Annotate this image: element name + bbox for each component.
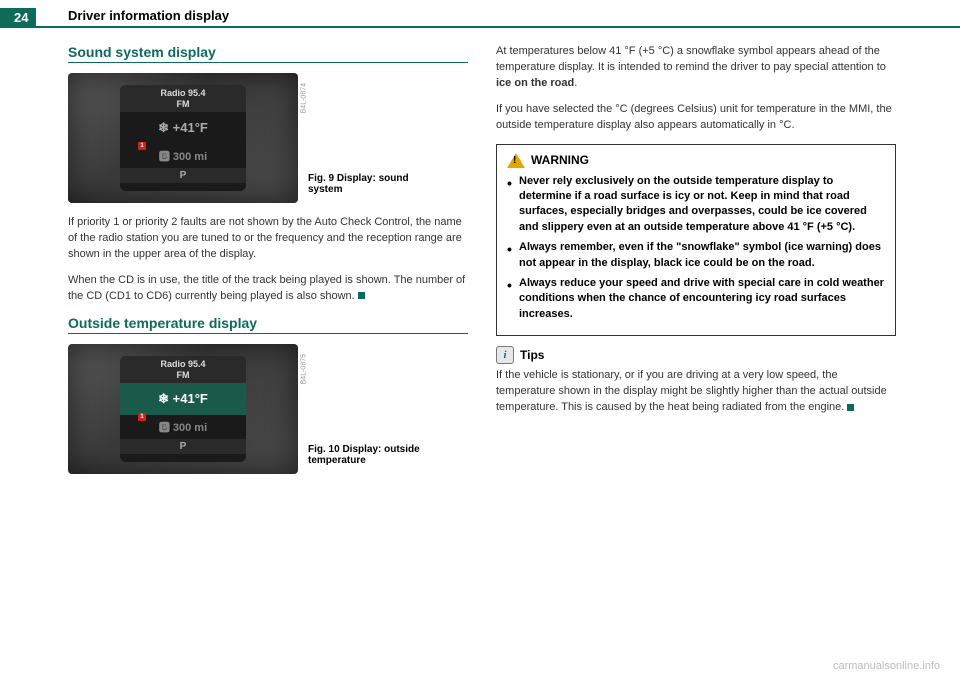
tips-text-content: If the vehicle is stationary, or if you … <box>496 369 887 413</box>
end-square-icon <box>847 404 854 411</box>
panel-radio: Radio 95.4 <box>120 356 246 370</box>
warning-item-2: Always remember, even if the "snowflake"… <box>507 240 885 271</box>
red-marker: 1 <box>138 142 146 150</box>
figure-9: Radio 95.4 FM ❄ +41°F 1 🅱 300 mi P B4L-08… <box>68 73 468 203</box>
warning-list: Never rely exclusively on the outside te… <box>507 174 885 323</box>
section-title-sound: Sound system display <box>68 44 468 60</box>
watermark: carmanualsonline.info <box>833 660 940 672</box>
panel-fm: FM <box>120 370 246 383</box>
para-temp-1: At temperatures below 41 °F (+5 °C) a sn… <box>496 44 896 92</box>
figure-10: Radio 95.4 FM ❄ +41°F 1 🅱 300 mi P B4L-08… <box>68 344 468 474</box>
warning-item-1: Never rely exclusively on the outside te… <box>507 174 885 236</box>
panel-miles: 1 🅱 300 mi <box>120 415 246 439</box>
display-image-sound: Radio 95.4 FM ❄ +41°F 1🅱 300 mi P B4L-08… <box>68 73 298 203</box>
display-panel: Radio 95.4 FM ❄ +41°F 1 🅱 300 mi P <box>120 356 246 462</box>
tips-header: i Tips <box>496 346 896 364</box>
miles-value: 🅱 300 mi <box>159 422 207 434</box>
panel-radio: Radio 95.4 <box>120 85 246 99</box>
para-sound-2: When the CD is in use, the title of the … <box>68 273 468 305</box>
image-code: B4L-0874 <box>300 83 307 113</box>
warning-box: WARNING Never rely exclusively on the ou… <box>496 144 896 337</box>
fig9-caption: Fig. 9 Display: sound system <box>308 173 438 203</box>
display-image-temp: Radio 95.4 FM ❄ +41°F 1🅱 300 mi P B4L-08… <box>68 344 298 474</box>
panel-gear: P <box>120 168 246 183</box>
warning-header: WARNING <box>507 153 885 168</box>
panel-temp-highlighted: ❄ +41°F <box>120 383 246 415</box>
right-column: At temperatures below 41 °F (+5 °C) a sn… <box>496 44 896 426</box>
para-temp-1a: At temperatures below 41 °F (+5 °C) a sn… <box>496 45 886 73</box>
warning-triangle-icon <box>507 153 525 168</box>
header-rule <box>0 26 960 28</box>
warning-item-3: Always reduce your speed and drive with … <box>507 276 885 322</box>
display-panel: Radio 95.4 FM ❄ +41°F 1 🅱 300 mi P <box>120 85 246 191</box>
section-rule <box>68 333 468 334</box>
tips-text: If the vehicle is stationary, or if you … <box>496 368 896 416</box>
section-title-temp: Outside temperature display <box>68 315 468 331</box>
left-column: Sound system display Radio 95.4 FM ❄ +41… <box>68 44 468 486</box>
tips-info-icon: i <box>496 346 514 364</box>
header-title: Driver information display <box>68 8 229 23</box>
image-code: B4L-0875 <box>300 354 307 384</box>
warning-label: WARNING <box>531 153 589 167</box>
para-temp-1-bold: ice on the road <box>496 77 574 89</box>
fig10-caption: Fig. 10 Display: outside temperature <box>308 444 438 474</box>
miles-value: 🅱 300 mi <box>159 151 207 163</box>
tips-label: Tips <box>520 348 544 362</box>
end-square-icon <box>358 292 365 299</box>
panel-gear: P <box>120 439 246 454</box>
para-temp-2: If you have selected the °C (degrees Cel… <box>496 102 896 134</box>
panel-fm: FM <box>120 99 246 112</box>
para-sound-1: If priority 1 or priority 2 faults are n… <box>68 215 468 263</box>
panel-miles: 1 🅱 300 mi <box>120 144 246 168</box>
para-sound-2-text: When the CD is in use, the title of the … <box>68 274 465 302</box>
panel-temp: ❄ +41°F <box>120 112 246 144</box>
red-marker: 1 <box>138 413 146 421</box>
page-number: 24 <box>0 8 36 27</box>
section-rule <box>68 62 468 63</box>
